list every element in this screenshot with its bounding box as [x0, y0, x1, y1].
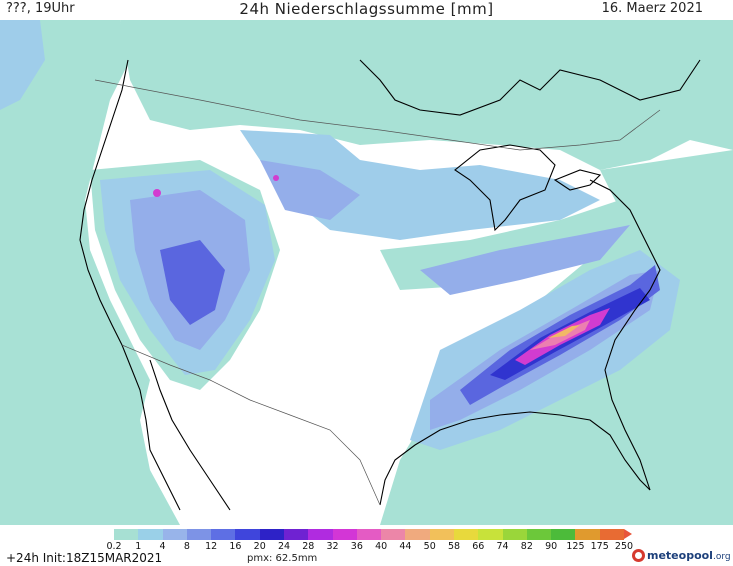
legend-swatch	[114, 529, 139, 540]
coastline-baja	[149, 359, 231, 511]
forecast-time-label: ???, 19Uhr	[6, 1, 75, 16]
coastline-pacific	[79, 59, 181, 511]
legend-tick-label: 12	[205, 541, 218, 552]
precip-region-mid-band	[420, 225, 630, 295]
legend-tick-labels: 0.2 1 4 8 12 16 20 24 28 32 36 40 44 50 58 66 74 82 90 125 1…	[106, 541, 638, 553]
legend-swatch	[453, 529, 479, 540]
precip-region-mid-north	[260, 160, 360, 220]
legend-tick-label: 44	[399, 541, 412, 552]
legend-tick-label: 90	[545, 541, 558, 552]
max-precip-label: pmx: 62.5mm	[247, 553, 318, 564]
legend-swatch	[308, 529, 333, 540]
precip-region-dark-west	[160, 240, 225, 325]
legend-swatch	[211, 529, 236, 540]
meteopool-logo-icon	[632, 548, 645, 562]
legend-swatch	[138, 529, 163, 540]
meteopool-logo[interactable]: meteopool.org	[632, 546, 731, 564]
valid-date: 16. Maerz 2021	[601, 1, 703, 16]
legend-tick-label: 40	[375, 541, 388, 552]
legend-swatch	[405, 529, 430, 540]
legend-tick-label: 125	[566, 541, 585, 552]
legend-swatch	[599, 529, 624, 540]
legend-tick-label: 82	[520, 541, 533, 552]
legend-tick-label: 28	[302, 541, 315, 552]
legend-tick-label: 24	[277, 541, 291, 552]
legend-tick-label: 20	[253, 541, 266, 552]
coastline-atlantic	[589, 179, 661, 491]
legend-tick-label: 32	[326, 541, 339, 552]
legend-overflow-arrow	[624, 529, 632, 539]
legend-swatch	[551, 529, 576, 540]
legend-tick-label: 1	[135, 541, 142, 552]
legend-tick-label: 74	[496, 541, 509, 552]
map-title: 24h Niederschlagssumme [mm]	[239, 0, 494, 18]
precip-region-north	[120, 20, 733, 170]
coastline-gulf	[379, 411, 651, 506]
init-time-label: +24h Init:18Z15MAR2021	[6, 551, 163, 565]
legend-tick-label: 58	[447, 541, 461, 552]
legend-tick-label: 250	[614, 541, 634, 552]
legend-swatch	[332, 529, 357, 540]
precip-region-orange-core	[548, 325, 580, 338]
precipitation-map	[0, 20, 733, 525]
legend-tick-label: 66	[472, 541, 485, 552]
coastlines	[79, 59, 701, 511]
legend-tick-label: 175	[590, 541, 609, 552]
legend-color-bar	[114, 529, 624, 540]
legend-swatch	[429, 529, 454, 540]
precip-spot-west	[153, 189, 161, 197]
great-lakes	[454, 144, 556, 232]
logo-text: meteopool.org	[647, 549, 731, 562]
logo-suffix-text: .org	[712, 551, 731, 562]
border-us-mexico	[121, 344, 381, 506]
border-us-canada	[94, 79, 661, 151]
logo-main-text: meteopool	[647, 548, 713, 562]
legend-swatch	[381, 529, 406, 540]
legend-swatch	[356, 529, 382, 540]
legend-swatch	[235, 529, 260, 540]
lake-erie-ontario	[553, 169, 602, 191]
legend-swatch	[502, 529, 527, 540]
legend-swatch	[283, 529, 309, 540]
political-borders	[94, 79, 661, 506]
legend-tick-label: 0.2	[106, 541, 122, 552]
legend-tick-label: 4	[159, 541, 166, 552]
map-svg	[0, 20, 733, 525]
precip-region-pacific	[0, 20, 180, 525]
legend-swatch	[259, 529, 284, 540]
legend-tick-label: 8	[183, 541, 190, 552]
precip-region-blue-ne	[0, 20, 45, 110]
canada-coast	[359, 59, 701, 116]
legend-tick-label: 50	[423, 541, 436, 552]
legend-swatch	[526, 529, 552, 540]
legend-swatch	[186, 529, 212, 540]
legend-tick-label: 16	[229, 541, 242, 552]
legend-swatch	[575, 529, 600, 540]
precip-spot-north	[273, 175, 279, 181]
legend-swatch	[478, 529, 503, 540]
legend-swatch	[162, 529, 187, 540]
legend-tick-label: 36	[350, 541, 363, 552]
